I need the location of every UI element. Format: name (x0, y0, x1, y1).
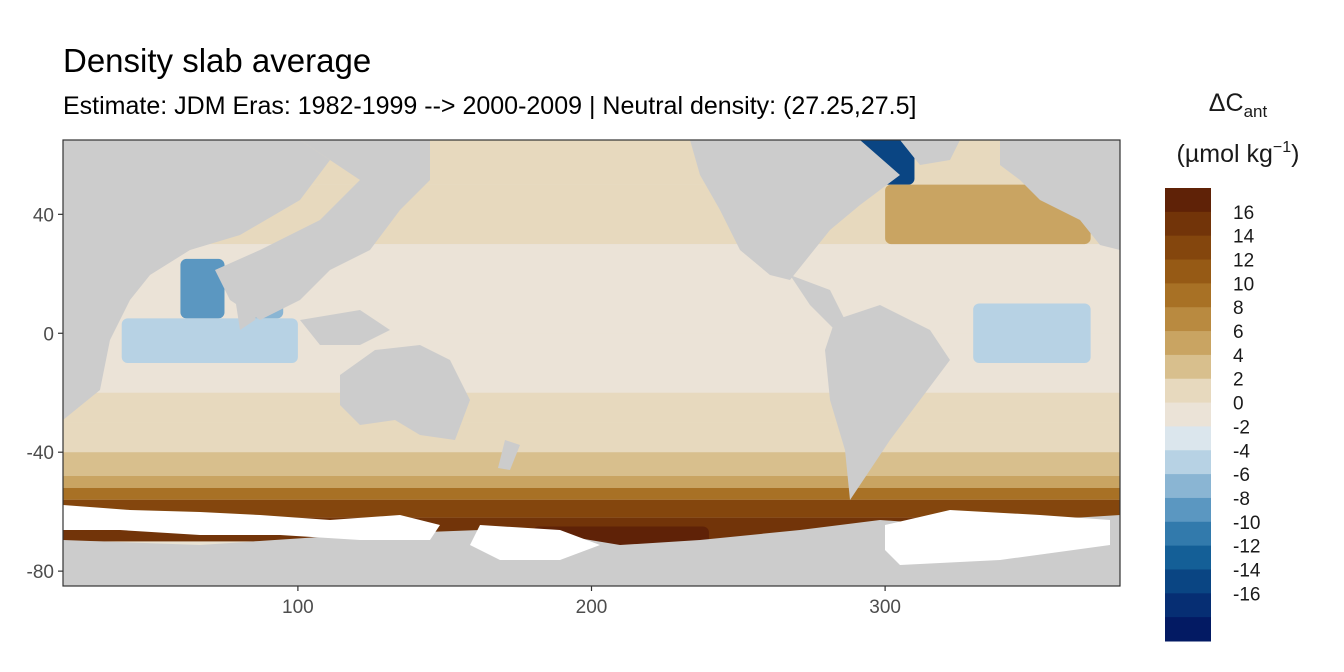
land-indonesia (300, 310, 390, 345)
map-panel (62, 139, 1121, 587)
legend-swatch (1165, 497, 1211, 523)
patch-cell-3 (973, 303, 1091, 363)
land-asia (215, 140, 430, 320)
legend-label: 6 (1233, 322, 1244, 343)
legend-label: 10 (1233, 274, 1254, 295)
legend-unit: (µmol kg−1) (1177, 139, 1300, 168)
legend-label: -14 (1233, 560, 1261, 581)
y-tick-label: 40 (33, 205, 54, 226)
y-axis: 40 0 -40 -80 (27, 205, 63, 583)
legend-swatch (1165, 235, 1211, 261)
no-data-areas (63, 505, 1110, 565)
land-greenland (900, 140, 960, 165)
legend-swatch (1165, 426, 1211, 451)
band-cell-8 (63, 487, 1120, 500)
patch-cell-0 (180, 258, 225, 319)
land-central-america (790, 275, 845, 330)
no-data-east-antarctic (63, 505, 440, 540)
no-data-weddell-sea (885, 510, 1110, 565)
x-axis: 100 200 300 (282, 586, 901, 618)
legend-swatch (1165, 521, 1211, 547)
regional-patches (121, 140, 1091, 557)
legend-label: -2 (1233, 417, 1250, 438)
chart-subtitle: Estimate: JDM Eras: 1982-1999 --> 2000-2… (63, 92, 917, 120)
land-south-america (825, 305, 950, 500)
band-cell-4 (63, 392, 1120, 423)
legend-swatch (1165, 617, 1211, 642)
legend-swatch (1165, 450, 1211, 475)
legend-label: 14 (1233, 227, 1255, 248)
patch-cell-2 (121, 318, 298, 363)
band-cell-6 (63, 452, 1120, 476)
x-tick-label: 300 (869, 597, 901, 618)
patch-cell-5 (885, 184, 1091, 245)
band-cell-9 (63, 499, 1120, 518)
legend-swatch (1165, 331, 1211, 356)
no-data-ross-sea (470, 525, 600, 560)
chart-title: Density slab average (63, 42, 372, 79)
legend-swatch (1165, 593, 1211, 618)
legend-swatch (1165, 378, 1211, 404)
legend-label: -6 (1233, 465, 1250, 486)
legend-label: -10 (1233, 513, 1260, 534)
legend-label: -12 (1233, 537, 1260, 558)
y-tick-label: -40 (27, 443, 54, 464)
legend-label: 16 (1233, 203, 1254, 224)
land-africa (63, 140, 330, 420)
legend-label: -4 (1233, 441, 1250, 462)
legend-swatch (1165, 259, 1211, 284)
legend-label: 8 (1233, 298, 1244, 319)
legend-swatch (1165, 402, 1211, 427)
legend-label: 2 (1233, 370, 1244, 391)
land-mask (63, 140, 1120, 586)
legend-swatch (1165, 283, 1211, 308)
land-north-america (690, 140, 900, 280)
legend-label: -16 (1233, 584, 1260, 605)
legend-label: 4 (1233, 346, 1244, 367)
land-new-zealand (498, 440, 520, 470)
y-tick-label: -80 (27, 562, 54, 583)
y-tick-label: 0 (43, 324, 54, 345)
legend-swatch (1165, 211, 1211, 237)
land-antarctica (63, 515, 1120, 586)
legend-label: 12 (1233, 251, 1254, 272)
legend-swatch (1165, 188, 1211, 213)
band-cell-5 (63, 422, 1120, 453)
land-europe (1000, 140, 1120, 250)
x-tick-label: 100 (282, 597, 314, 618)
land-india (230, 265, 270, 330)
legend-swatch (1165, 474, 1211, 499)
legend-swatch (1165, 354, 1211, 380)
legend-swatch (1165, 545, 1211, 570)
legend-label: 0 (1233, 394, 1244, 415)
band-cell-7 (63, 475, 1120, 488)
land-australia (340, 345, 470, 440)
legend-swatch (1165, 307, 1211, 332)
legend-swatch (1165, 569, 1211, 594)
legend-label: -8 (1233, 489, 1250, 510)
legend-title: ΔCant (1209, 89, 1268, 121)
x-tick-label: 200 (576, 597, 608, 618)
